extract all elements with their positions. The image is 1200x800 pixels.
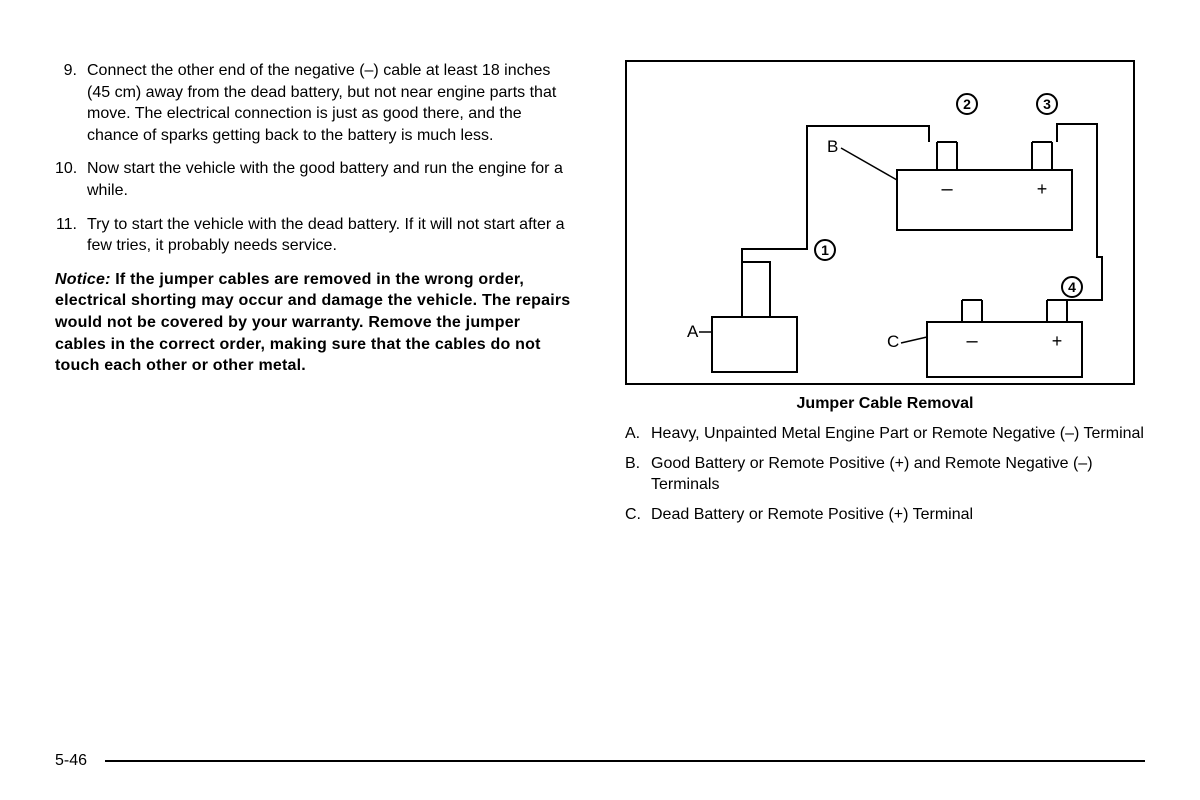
notice-body: If the jumper cables are removed in the …	[55, 271, 570, 374]
step-number: 9.	[55, 60, 87, 146]
step-text: Try to start the vehicle with the dead b…	[87, 214, 575, 257]
left-column: 9. Connect the other end of the negative…	[55, 60, 585, 533]
step-number: 11.	[55, 214, 87, 257]
list-item: 11. Try to start the vehicle with the de…	[55, 214, 575, 257]
legend-item: C. Dead Battery or Remote Positive (+) T…	[625, 504, 1145, 526]
page-number: 5-46	[55, 752, 87, 770]
legend-text: Dead Battery or Remote Positive (+) Term…	[651, 504, 1145, 526]
footer-rule	[105, 760, 1145, 762]
numbered-steps: 9. Connect the other end of the negative…	[55, 60, 575, 257]
notice-paragraph: Notice: If the jumper cables are removed…	[55, 269, 575, 377]
notice-lead: Notice:	[55, 271, 111, 288]
svg-text:–: –	[966, 330, 978, 352]
jumper-diagram: – + – + A B C 1 2 3 4	[627, 62, 1137, 387]
page-footer: 5-46	[55, 752, 1145, 770]
diagram-title: Jumper Cable Removal	[625, 395, 1145, 413]
legend-text: Heavy, Unpainted Metal Engine Part or Re…	[651, 423, 1145, 445]
step-text: Connect the other end of the negative (–…	[87, 60, 575, 146]
svg-text:3: 3	[1043, 96, 1051, 112]
legend-item: A. Heavy, Unpainted Metal Engine Part or…	[625, 423, 1145, 445]
diagram-frame: – + – + A B C 1 2 3 4	[625, 60, 1135, 385]
svg-text:+: +	[1052, 331, 1063, 351]
svg-text:A: A	[687, 322, 699, 341]
svg-text:–: –	[941, 178, 953, 200]
legend-letter: A.	[625, 423, 651, 445]
legend-letter: C.	[625, 504, 651, 526]
svg-text:+: +	[1037, 179, 1048, 199]
legend-item: B. Good Battery or Remote Positive (+) a…	[625, 453, 1145, 496]
svg-text:1: 1	[821, 242, 829, 258]
svg-text:B: B	[827, 137, 838, 156]
legend-letter: B.	[625, 453, 651, 496]
right-column: – + – + A B C 1 2 3 4 Jumper Cable Removal A. Heav…	[625, 60, 1145, 533]
list-item: 10. Now start the vehicle with the good …	[55, 158, 575, 201]
svg-text:4: 4	[1068, 279, 1076, 295]
svg-text:C: C	[887, 332, 899, 351]
step-number: 10.	[55, 158, 87, 201]
step-text: Now start the vehicle with the good batt…	[87, 158, 575, 201]
legend-text: Good Battery or Remote Positive (+) and …	[651, 453, 1145, 496]
legend-list: A. Heavy, Unpainted Metal Engine Part or…	[625, 423, 1145, 525]
list-item: 9. Connect the other end of the negative…	[55, 60, 575, 146]
svg-text:2: 2	[963, 96, 971, 112]
